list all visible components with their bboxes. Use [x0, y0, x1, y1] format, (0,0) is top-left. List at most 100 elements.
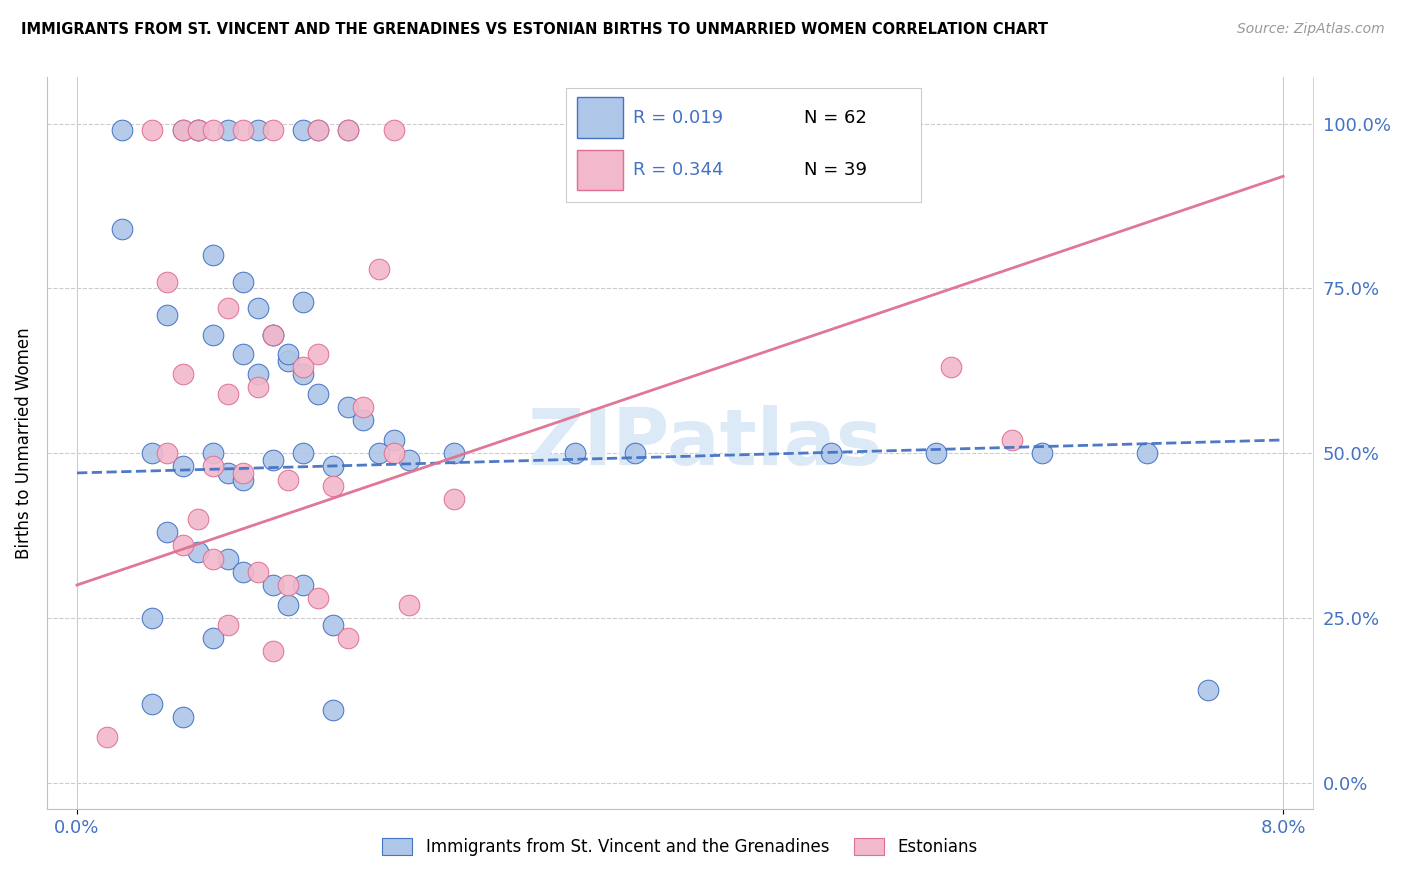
Point: [398, 452, 420, 467]
Point: [353, 413, 375, 427]
Point: [141, 446, 163, 460]
Point: [217, 301, 239, 315]
Point: [217, 617, 239, 632]
Point: [187, 512, 209, 526]
Point: [322, 617, 344, 632]
Point: [322, 459, 344, 474]
Point: [172, 123, 194, 137]
Point: [187, 123, 209, 137]
Point: [262, 327, 284, 342]
Point: [232, 123, 254, 137]
Point: [262, 644, 284, 658]
Point: [353, 400, 375, 414]
Point: [443, 446, 465, 460]
Point: [201, 446, 224, 460]
Text: IMMIGRANTS FROM ST. VINCENT AND THE GRENADINES VS ESTONIAN BIRTHS TO UNMARRIED W: IMMIGRANTS FROM ST. VINCENT AND THE GREN…: [21, 22, 1047, 37]
Point: [382, 446, 405, 460]
Point: [201, 459, 224, 474]
Point: [187, 545, 209, 559]
Point: [156, 446, 179, 460]
Point: [246, 380, 269, 394]
Point: [232, 565, 254, 579]
Point: [337, 123, 360, 137]
Point: [262, 452, 284, 467]
Point: [292, 578, 315, 592]
Point: [141, 697, 163, 711]
Point: [201, 123, 224, 137]
Point: [382, 123, 405, 137]
Point: [322, 703, 344, 717]
Point: [262, 123, 284, 137]
Point: [624, 446, 647, 460]
Point: [307, 123, 329, 137]
Point: [307, 591, 329, 606]
Point: [1136, 446, 1159, 460]
Text: ZIPatlas: ZIPatlas: [527, 405, 883, 482]
Point: [201, 248, 224, 262]
Point: [262, 327, 284, 342]
Point: [398, 598, 420, 612]
Point: [156, 525, 179, 540]
Point: [277, 347, 299, 361]
Point: [337, 631, 360, 645]
Point: [187, 123, 209, 137]
Point: [187, 123, 209, 137]
Point: [111, 123, 134, 137]
Point: [307, 347, 329, 361]
Point: [246, 301, 269, 315]
Point: [201, 631, 224, 645]
Point: [172, 710, 194, 724]
Point: [292, 294, 315, 309]
Point: [925, 446, 948, 460]
Point: [292, 367, 315, 381]
Point: [201, 327, 224, 342]
Point: [337, 400, 360, 414]
Text: Source: ZipAtlas.com: Source: ZipAtlas.com: [1237, 22, 1385, 37]
Point: [262, 327, 284, 342]
Point: [172, 538, 194, 552]
Point: [820, 446, 842, 460]
Point: [292, 446, 315, 460]
Point: [277, 598, 299, 612]
Point: [277, 354, 299, 368]
Point: [217, 123, 239, 137]
Point: [141, 611, 163, 625]
Y-axis label: Births to Unmarried Women: Births to Unmarried Women: [15, 327, 32, 559]
Point: [232, 275, 254, 289]
Point: [232, 347, 254, 361]
Point: [232, 473, 254, 487]
Point: [292, 360, 315, 375]
Point: [172, 367, 194, 381]
Point: [156, 308, 179, 322]
Point: [307, 123, 329, 137]
Point: [277, 578, 299, 592]
Point: [292, 123, 315, 137]
Point: [1031, 446, 1053, 460]
Point: [172, 123, 194, 137]
Point: [1001, 433, 1024, 447]
Point: [262, 578, 284, 592]
Point: [246, 123, 269, 137]
Point: [232, 466, 254, 480]
Point: [111, 222, 134, 236]
Point: [201, 551, 224, 566]
Point: [443, 492, 465, 507]
Point: [337, 123, 360, 137]
Point: [367, 446, 389, 460]
Point: [322, 479, 344, 493]
Point: [246, 367, 269, 381]
Point: [367, 261, 389, 276]
Point: [1197, 683, 1219, 698]
Point: [217, 387, 239, 401]
Point: [277, 473, 299, 487]
Point: [307, 387, 329, 401]
Point: [217, 551, 239, 566]
Point: [141, 123, 163, 137]
Point: [217, 466, 239, 480]
Point: [382, 433, 405, 447]
Point: [246, 565, 269, 579]
Legend: Immigrants from St. Vincent and the Grenadines, Estonians: Immigrants from St. Vincent and the Gren…: [375, 831, 984, 863]
Point: [156, 275, 179, 289]
Point: [96, 730, 118, 744]
Point: [941, 360, 963, 375]
